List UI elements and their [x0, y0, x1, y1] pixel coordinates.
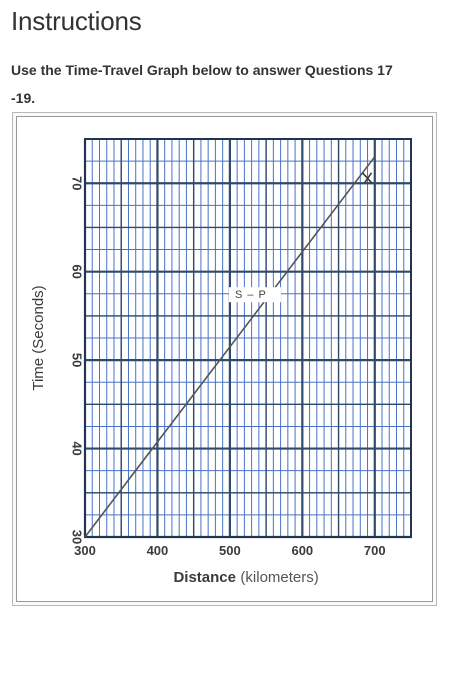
x-tick-label: 500 — [219, 543, 241, 558]
x-tick-label: 600 — [291, 543, 313, 558]
y-axis-label: Time (Seconds) — [30, 285, 47, 390]
x-tick-label: 700 — [364, 543, 386, 558]
y-tick-label: 70 — [70, 176, 85, 190]
y-tick-label: 60 — [70, 264, 85, 278]
instructions-line-2: -19. — [11, 90, 36, 106]
instructions-text: Use the Time-Travel Graph below to answe… — [11, 56, 421, 112]
minor-gridlines — [84, 138, 412, 538]
plot-border — [84, 138, 412, 538]
figure-frame: 30 40 50 60 70 300 400 500 600 700 Time (Seconds)… — [12, 112, 437, 606]
tick-labels: 30 40 50 60 70 300 400 500 600 700 — [70, 176, 386, 558]
data-point-marker — [361, 172, 374, 185]
s-p-label: S – P — [235, 289, 267, 301]
y-tick-label: 40 — [70, 441, 85, 455]
x-tick-label: 400 — [147, 543, 169, 558]
x-tick-label: 300 — [74, 543, 96, 558]
y-tick-label: 30 — [70, 530, 85, 544]
time-travel-graph-panel: 30 40 50 60 70 300 400 500 600 700 Time (Seconds)… — [16, 116, 433, 602]
series-layer — [84, 156, 376, 538]
instructions-line-1: Use the Time-Travel Graph below to answe… — [11, 62, 393, 78]
x-axis-label-unit: (kilometers) — [240, 569, 318, 586]
time-travel-graph: 30 40 50 60 70 300 400 500 600 700 Time (Seconds)… — [30, 138, 412, 586]
x-axis-label: Distance (kilometers) — [173, 569, 318, 586]
series-line-s-p — [84, 156, 376, 538]
x-axis-label-main: Distance — [173, 569, 236, 586]
page-title: Instructions — [11, 6, 142, 36]
y-tick-label: 50 — [70, 353, 85, 367]
s-p-label-background — [228, 287, 281, 303]
major-gridlines — [83, 138, 412, 539]
